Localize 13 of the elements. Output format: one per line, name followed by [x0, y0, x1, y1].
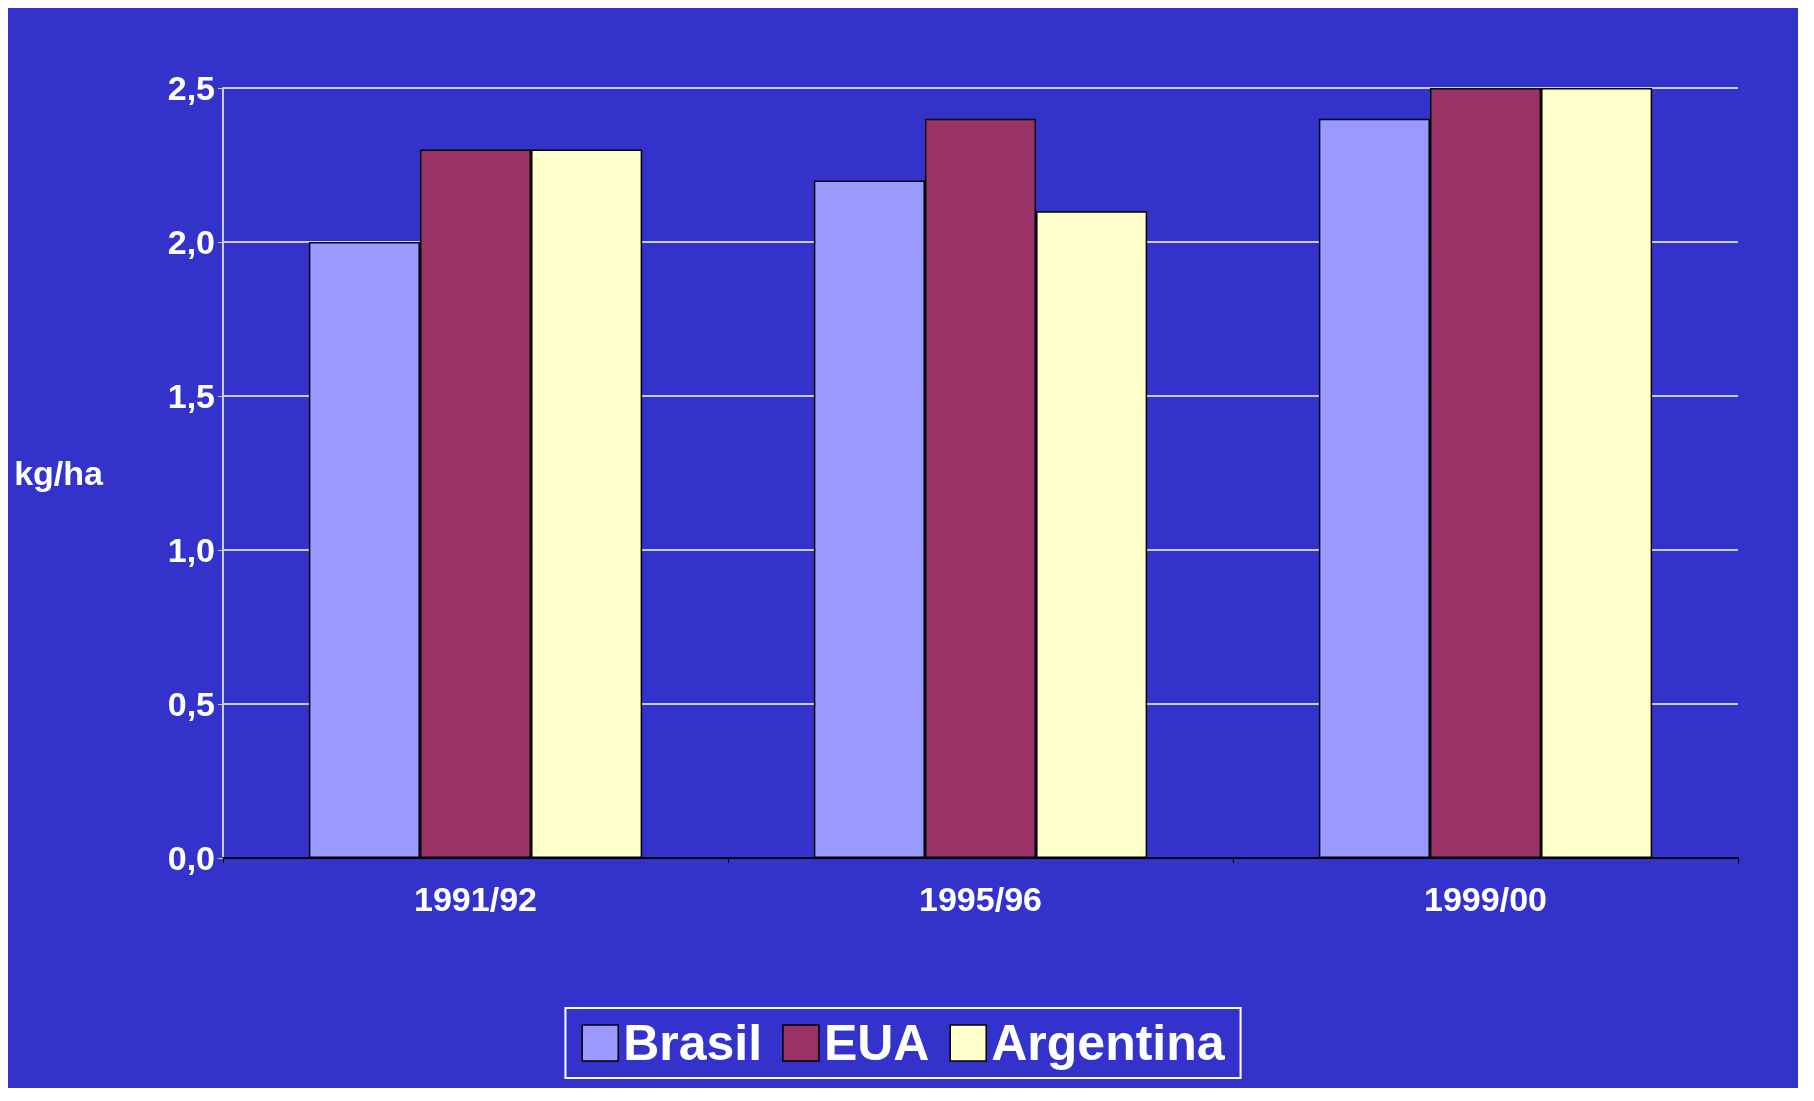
legend-label: EUA — [823, 1015, 930, 1071]
y-tick-label: 0,5 — [167, 685, 215, 723]
x-tick-label: 1991/92 — [414, 880, 537, 918]
y-tick-label: 2,0 — [167, 223, 215, 261]
y-tick-label: 2,5 — [167, 69, 215, 107]
x-tick-label: 1999/00 — [1424, 880, 1547, 918]
y-tick-label: 1,0 — [167, 531, 215, 569]
y-tick-label: 1,5 — [167, 377, 215, 415]
legend-label: Brasil — [623, 1015, 763, 1071]
y-tick-label: 0,0 — [167, 839, 215, 877]
x-tick-label: 1995/96 — [919, 880, 1042, 918]
y-axis-title: kg/ha — [14, 454, 105, 492]
legend-label: Argentina — [991, 1015, 1226, 1071]
